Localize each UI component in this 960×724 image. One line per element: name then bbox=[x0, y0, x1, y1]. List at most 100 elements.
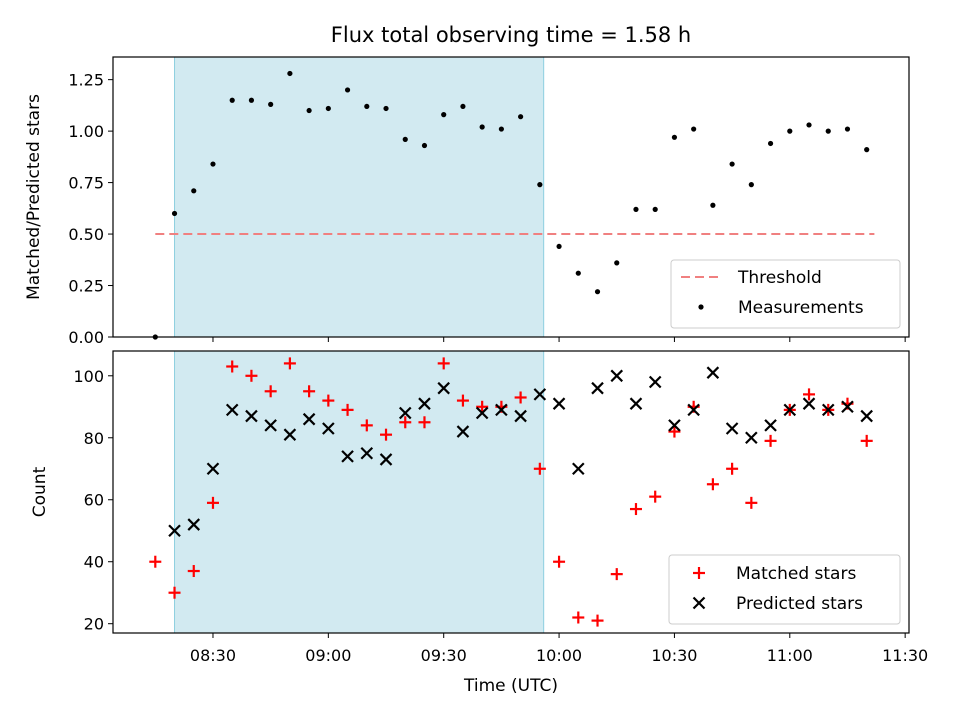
measurement-point bbox=[633, 206, 639, 212]
measurement-point bbox=[787, 128, 793, 134]
top-ytick-label: 0.25 bbox=[68, 277, 104, 296]
legend-matched-label: Matched stars bbox=[736, 564, 856, 584]
measurement-point bbox=[344, 87, 351, 93]
measurement-point bbox=[441, 112, 447, 118]
legend-predicted-label: Predicted stars bbox=[736, 594, 863, 614]
measurement-point bbox=[652, 206, 658, 212]
top-axes-frame bbox=[112, 56, 910, 338]
matched-star-point bbox=[341, 403, 354, 416]
predicted-star-point bbox=[418, 397, 431, 410]
matched-star-point bbox=[610, 568, 623, 581]
matched-star-point bbox=[399, 416, 412, 429]
top-legend-box bbox=[670, 259, 901, 329]
predicted-star-point bbox=[437, 381, 450, 395]
predicted-star-point bbox=[841, 400, 854, 414]
bottom-xtick-label: 09:30 bbox=[421, 646, 467, 665]
predicted-star-point bbox=[322, 422, 335, 435]
bottom-ytick-label: 20 bbox=[84, 615, 104, 634]
measurement-point bbox=[402, 136, 408, 142]
matched-star-point bbox=[456, 394, 469, 407]
predicted-star-point bbox=[495, 403, 508, 417]
matched-star-point bbox=[533, 462, 546, 475]
predicted-star-point bbox=[725, 422, 739, 435]
bottom-ytick-label: 40 bbox=[84, 553, 104, 572]
top-ytick-label: 0.00 bbox=[68, 328, 104, 347]
predicted-star-point bbox=[168, 524, 181, 538]
bottom-xtick-label: 08:30 bbox=[190, 646, 236, 665]
matched-star-point bbox=[149, 555, 162, 568]
predicted-star-point bbox=[552, 397, 566, 410]
predicted-star-point bbox=[668, 419, 681, 432]
chart-title: Flux total observing time = 1.58 h bbox=[331, 23, 691, 47]
top-legend: Threshold Measurements bbox=[670, 259, 901, 329]
matched-star-point bbox=[803, 388, 816, 401]
bottom-axes-frame bbox=[112, 350, 910, 634]
matched-star-point bbox=[649, 490, 662, 503]
measurement-point bbox=[325, 105, 331, 112]
matched-star-point bbox=[322, 394, 335, 407]
legend-matched-marker bbox=[693, 567, 705, 579]
top-x-ticks bbox=[212, 337, 906, 342]
measurement-point bbox=[748, 182, 754, 188]
top-ytick-label: 1.25 bbox=[68, 71, 104, 90]
measurement-points bbox=[152, 70, 870, 340]
measurement-point bbox=[229, 97, 235, 103]
predicted-star-point bbox=[802, 397, 816, 410]
matched-star-point bbox=[226, 360, 239, 373]
predicted-star-point bbox=[745, 431, 758, 445]
measurement-point bbox=[691, 126, 697, 132]
predicted-star-point bbox=[687, 403, 700, 417]
bottom-panel: 20 40 60 80 100 08:30 09:00 09:30 10:00 10:30 11:… bbox=[30, 350, 928, 696]
measurement-point bbox=[537, 182, 543, 188]
top-ytick-label: 0.75 bbox=[68, 174, 104, 193]
predicted-star-point bbox=[398, 406, 412, 420]
predicted-star-point bbox=[860, 409, 873, 423]
measurement-point bbox=[306, 107, 312, 114]
bottom-ytick-label: 60 bbox=[84, 491, 104, 510]
legend-threshold-label: Threshold bbox=[737, 268, 822, 288]
bottom-legend: Matched stars Predicted stars bbox=[668, 554, 901, 625]
measurement-point bbox=[518, 114, 524, 120]
measurement-point bbox=[806, 122, 812, 128]
measurement-point bbox=[594, 289, 601, 295]
predicted-star-point bbox=[591, 381, 604, 395]
measurement-point bbox=[671, 134, 678, 140]
matched-star-point bbox=[764, 434, 777, 447]
predicted-star-point bbox=[225, 403, 239, 417]
predicted-star-point bbox=[533, 388, 547, 401]
measurement-point bbox=[575, 270, 581, 276]
measurement-point bbox=[191, 188, 197, 194]
top-panel: 0.00 0.25 0.50 0.75 1.00 1.25 Flux total obse… bbox=[24, 23, 910, 347]
matched-star-point bbox=[360, 419, 373, 432]
predicted-star-point bbox=[629, 397, 643, 410]
matched-star-point bbox=[629, 503, 642, 516]
bottom-xtick-label: 11:00 bbox=[767, 646, 813, 665]
measurement-point bbox=[710, 202, 716, 208]
measurement-point bbox=[383, 105, 389, 112]
predicted-star-point bbox=[821, 403, 835, 417]
predicted-star-point bbox=[572, 462, 585, 476]
top-ytick-label: 1.00 bbox=[68, 122, 104, 141]
bottom-observing-interval-shade bbox=[174, 350, 545, 634]
legend-measurements-swatch bbox=[698, 304, 704, 310]
predicted-star-point bbox=[187, 518, 201, 531]
matched-star-point bbox=[437, 357, 450, 370]
predicted-star-point bbox=[783, 403, 797, 417]
legend-predicted-marker bbox=[692, 596, 706, 610]
predicted-star-point bbox=[283, 428, 297, 441]
predicted-star-point bbox=[341, 450, 354, 463]
predicted-star-point bbox=[264, 419, 277, 432]
matched-star-point bbox=[303, 385, 316, 398]
predicted-star-point bbox=[648, 375, 662, 389]
bottom-x-ticks: 08:30 09:00 09:30 10:00 10:30 11:00 11:30 bbox=[190, 633, 928, 665]
matched-star-point bbox=[168, 586, 181, 599]
bottom-y-ticks: 20 40 60 80 100 bbox=[73, 367, 113, 634]
measurement-point bbox=[844, 126, 851, 132]
bottom-ytick-label: 100 bbox=[73, 367, 104, 386]
measurement-point bbox=[614, 260, 620, 266]
matched-star-point bbox=[264, 385, 277, 398]
matched-star-point bbox=[745, 496, 758, 509]
predicted-star-point bbox=[379, 453, 393, 466]
matched-star-point bbox=[860, 434, 873, 447]
